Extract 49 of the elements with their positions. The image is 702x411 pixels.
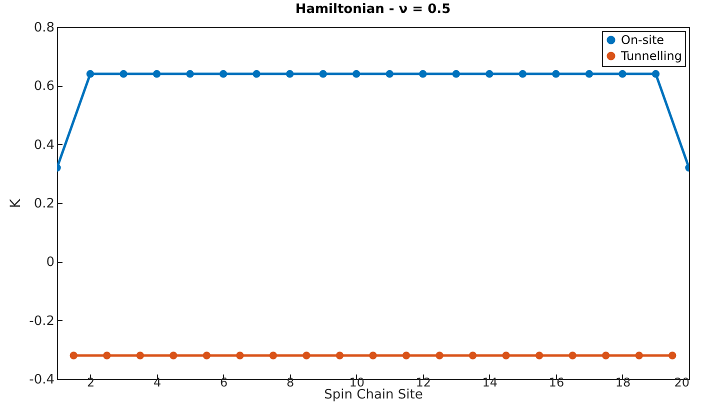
y-tick-label: 0.4: [34, 138, 54, 153]
point: [152, 70, 161, 78]
point: [352, 70, 360, 78]
y-tick-label: -0.4: [29, 372, 54, 388]
point: [136, 352, 144, 360]
point: [602, 352, 610, 360]
point: [386, 70, 394, 78]
point: [120, 70, 128, 78]
point: [170, 352, 178, 360]
legend-label: Tunnelling: [620, 49, 682, 63]
point: [286, 70, 294, 78]
point: [369, 352, 377, 360]
point: [219, 70, 228, 78]
point: [70, 352, 78, 360]
point: [652, 70, 660, 78]
point: [436, 352, 444, 360]
point: [252, 70, 260, 78]
point: [269, 352, 278, 360]
point: [319, 70, 327, 78]
point: [618, 70, 626, 78]
point: [535, 352, 544, 360]
point: [336, 352, 344, 360]
point: [419, 70, 427, 78]
point: [518, 70, 527, 78]
y-tick-label: 0.6: [34, 79, 54, 94]
point: [236, 352, 244, 360]
point: [302, 352, 310, 360]
point: [186, 70, 194, 78]
x-axis-title: Spin Chain Site: [324, 388, 423, 402]
legend-label: On-site: [621, 33, 664, 47]
y-tick-label: 0.8: [34, 20, 54, 36]
point: [452, 70, 460, 78]
point: [552, 70, 560, 78]
point: [468, 352, 477, 360]
chart-title: Hamiltonian - ν = 0.5: [295, 2, 451, 17]
point: [86, 70, 94, 78]
point: [635, 352, 643, 360]
point: [668, 352, 676, 360]
y-tick-label: 0: [46, 255, 54, 270]
point: [202, 352, 211, 360]
y-tick-label: 0.2: [34, 196, 54, 212]
point: [502, 352, 510, 360]
point: [103, 352, 111, 360]
point: [568, 352, 576, 360]
y-tick-label: -0.2: [29, 314, 54, 329]
y-axis-title: K: [8, 198, 24, 208]
point: [486, 70, 494, 78]
point: [402, 352, 410, 360]
point: [585, 70, 594, 78]
